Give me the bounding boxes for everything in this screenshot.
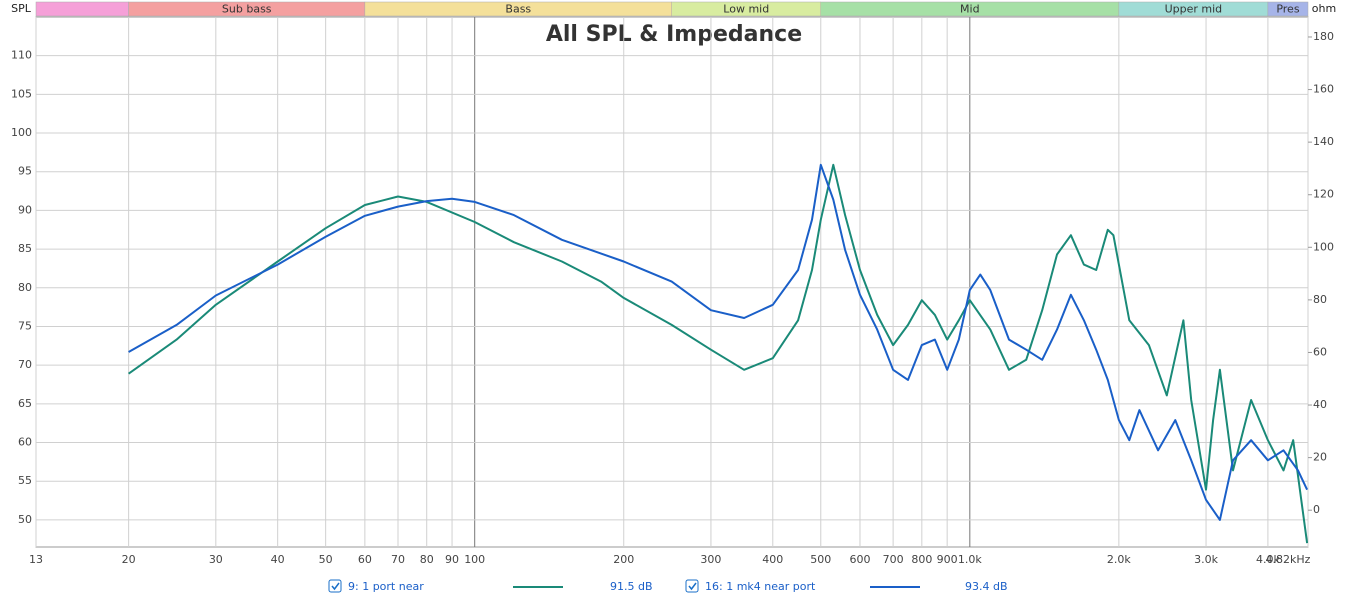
y-tick-label: 50 — [18, 513, 32, 526]
legend-check[interactable] — [688, 582, 697, 591]
band-label: Low mid — [723, 3, 769, 16]
x-tick-label: 900 — [937, 553, 958, 566]
band — [35, 1, 129, 17]
x-tick-label: 3.0k — [1194, 553, 1218, 566]
y-tick-label: 55 — [18, 474, 32, 487]
legend-label: 9: 1 port near — [348, 580, 424, 593]
y2-tick-label: 60 — [1313, 345, 1327, 358]
legend-checkbox[interactable] — [685, 579, 699, 593]
y2-tick-label: 20 — [1313, 451, 1327, 464]
y2-tick-label: 180 — [1313, 30, 1334, 43]
x-tick-label: 500 — [810, 553, 831, 566]
legend: 9: 1 port near 91.5 dB 16: 1 mk4 near port… — [328, 579, 1008, 593]
x-tick-label: 2.0k — [1107, 553, 1131, 566]
y-tick-label: 65 — [18, 397, 32, 410]
x-tick-label: 1.0k — [958, 553, 982, 566]
series-line — [128, 163, 1308, 544]
x-tick-label: 100 — [464, 553, 485, 566]
y-tick-label: 70 — [18, 358, 32, 371]
x-tick-label: 50 — [319, 553, 333, 566]
x-tick-label: 700 — [883, 553, 904, 566]
series-line — [128, 163, 1308, 521]
x-tick-label: 60 — [358, 553, 372, 566]
band — [1267, 1, 1309, 17]
y-tick-label: 105 — [11, 87, 32, 100]
x-tick-label: 80 — [420, 553, 434, 566]
legend-label: 16: 1 mk4 near port — [705, 580, 816, 593]
band-label: Pres — [1276, 3, 1299, 16]
y2-tick-label: 40 — [1313, 398, 1327, 411]
x-tick-label: 600 — [849, 553, 870, 566]
y-tick-label: 95 — [18, 165, 32, 178]
x-tick-label: 300 — [700, 553, 721, 566]
x-tick-label: 4.0k — [1256, 553, 1280, 566]
x-tick-label: 70 — [391, 553, 405, 566]
y-tick-label: 110 — [11, 49, 32, 62]
y-axis-label: SPL — [11, 2, 32, 15]
y-tick-label: 60 — [18, 436, 32, 449]
chart-title: All SPL & Impedance — [546, 22, 802, 47]
y-tick-label: 80 — [18, 281, 32, 294]
y2-tick-label: 80 — [1313, 293, 1327, 306]
y-tick-label: 100 — [11, 126, 32, 139]
y-tick-label: 90 — [18, 203, 32, 216]
y2-tick-label: 120 — [1313, 188, 1334, 201]
x-tick-label: 4.82kHz — [1266, 553, 1311, 566]
legend-value: 93.4 dB — [965, 580, 1008, 593]
band-label: Bass — [505, 3, 531, 16]
x-tick-label: 90 — [445, 553, 459, 566]
band-label: Sub bass — [222, 3, 272, 16]
x-tick-label: 40 — [271, 553, 285, 566]
x-tick-label: 800 — [911, 553, 932, 566]
y2-tick-label: 140 — [1313, 135, 1334, 148]
y2-tick-label: 0 — [1313, 503, 1320, 516]
band-label: Mid — [960, 3, 980, 16]
x-tick-label: 13 — [29, 553, 43, 566]
y2-axis-label: ohm — [1312, 2, 1336, 15]
x-tick-label: 400 — [762, 553, 783, 566]
x-tick-label: 20 — [122, 553, 136, 566]
band-label: Upper mid — [1165, 3, 1223, 16]
x-tick-label: 200 — [613, 553, 634, 566]
legend-check[interactable] — [331, 582, 340, 591]
y2-tick-label: 100 — [1313, 240, 1334, 253]
legend-value: 91.5 dB — [610, 580, 653, 593]
y2-tick-label: 160 — [1313, 83, 1334, 96]
legend-checkbox[interactable] — [328, 579, 342, 593]
y-tick-label: 75 — [18, 319, 32, 332]
x-tick-label: 30 — [209, 553, 223, 566]
y-tick-label: 85 — [18, 242, 32, 255]
